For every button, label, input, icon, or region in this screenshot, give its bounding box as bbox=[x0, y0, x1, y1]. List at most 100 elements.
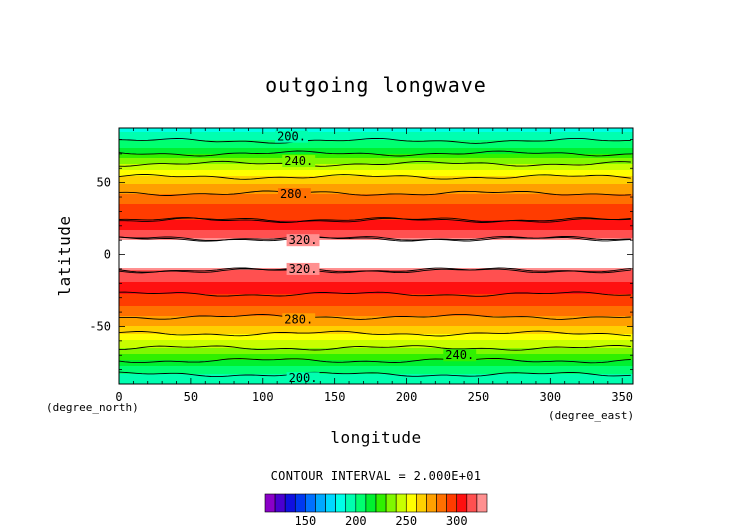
color-band bbox=[119, 294, 633, 297]
contour-line bbox=[118, 150, 631, 157]
color-band bbox=[119, 142, 633, 145]
color-band bbox=[119, 128, 633, 131]
color-band bbox=[119, 374, 633, 377]
contour-line bbox=[118, 137, 631, 144]
color-band bbox=[119, 134, 633, 137]
color-band bbox=[119, 352, 633, 355]
color-band bbox=[119, 220, 633, 223]
contour-line bbox=[118, 357, 631, 364]
color-band bbox=[119, 290, 633, 293]
colorbar-tick-label: 300 bbox=[446, 514, 468, 528]
contour-interval: CONTOUR INTERVAL = 2.000E+01 bbox=[271, 469, 482, 483]
color-band bbox=[119, 308, 633, 311]
color-band bbox=[119, 226, 633, 229]
color-band bbox=[119, 158, 633, 161]
color-band bbox=[119, 300, 633, 303]
color-band bbox=[119, 276, 633, 279]
contour-label-background bbox=[286, 234, 320, 247]
y-axis-ticks: 50 0 -50 bbox=[89, 139, 633, 385]
color-band bbox=[119, 262, 633, 265]
contour-line bbox=[118, 217, 631, 223]
contour-line bbox=[118, 371, 631, 378]
color-band bbox=[119, 182, 633, 185]
colorbar-swatch bbox=[345, 493, 357, 513]
color-band bbox=[119, 274, 633, 277]
colorbar-swatch bbox=[274, 493, 286, 513]
color-band bbox=[119, 256, 633, 259]
colorbar-swatch bbox=[294, 493, 306, 513]
x-tick-label: 200 bbox=[396, 390, 418, 404]
contour-line bbox=[118, 190, 631, 196]
color-band bbox=[119, 344, 633, 347]
colorbar-swatch bbox=[284, 493, 296, 513]
color-band bbox=[119, 248, 633, 251]
color-band bbox=[119, 190, 633, 193]
color-band bbox=[119, 228, 633, 231]
x-tick-label: 300 bbox=[539, 390, 561, 404]
color-band bbox=[119, 366, 633, 369]
colorbar-swatch bbox=[416, 493, 427, 513]
colorbar-swatch bbox=[456, 493, 468, 513]
color-band bbox=[119, 254, 633, 257]
colorbar bbox=[264, 493, 488, 513]
contour-label: 240. bbox=[284, 154, 313, 168]
color-band bbox=[119, 268, 633, 271]
color-band bbox=[119, 154, 633, 157]
color-band bbox=[119, 368, 633, 371]
plot-area: 200. 240. 280. 320. 320. 280. 240. 200. 0 50 100 1… bbox=[89, 127, 634, 404]
color-band bbox=[119, 380, 633, 383]
contour-label: 200. bbox=[277, 130, 306, 144]
contour-line bbox=[118, 235, 631, 242]
color-band bbox=[119, 214, 633, 217]
x-tick-label: 50 bbox=[184, 390, 198, 404]
color-band bbox=[119, 166, 633, 169]
color-band bbox=[119, 336, 633, 339]
color-band bbox=[119, 222, 633, 225]
color-band bbox=[119, 370, 633, 373]
colorbar-swatch bbox=[305, 493, 316, 513]
color-band bbox=[119, 272, 633, 275]
contour-label-background bbox=[275, 130, 308, 143]
y-tick-label: -50 bbox=[89, 319, 111, 333]
color-band bbox=[119, 252, 633, 255]
colorbar-swatch bbox=[436, 493, 447, 513]
color-band bbox=[119, 136, 633, 139]
x-axis-ticks: 0 50 100 150 200 250 300 350 bbox=[115, 128, 633, 404]
color-band bbox=[119, 176, 633, 179]
color-band bbox=[119, 362, 633, 365]
color-band bbox=[119, 284, 633, 287]
color-band bbox=[119, 326, 633, 329]
contour-line bbox=[118, 174, 631, 180]
color-band bbox=[119, 310, 633, 313]
color-band bbox=[119, 196, 633, 199]
color-band bbox=[119, 144, 633, 147]
color-band bbox=[119, 354, 633, 357]
colorbar-tick-label: 250 bbox=[395, 514, 417, 528]
colorbar-swatch bbox=[325, 493, 336, 513]
color-band bbox=[119, 312, 633, 315]
color-band bbox=[119, 334, 633, 337]
color-band bbox=[119, 152, 633, 155]
color-band bbox=[119, 172, 633, 175]
colorbar-swatch bbox=[466, 493, 478, 513]
color-band bbox=[119, 330, 633, 333]
color-bands bbox=[119, 128, 633, 385]
x-tick-label: 350 bbox=[611, 390, 633, 404]
contour-label: 280. bbox=[284, 312, 313, 326]
x-tick-label: 150 bbox=[324, 390, 346, 404]
colorbar-swatch bbox=[476, 493, 488, 513]
contour-label-background bbox=[277, 188, 311, 201]
colorbar-swatch bbox=[446, 493, 458, 513]
color-band bbox=[119, 170, 633, 173]
color-band bbox=[119, 200, 633, 203]
color-band bbox=[119, 356, 633, 359]
color-band bbox=[119, 206, 633, 209]
color-band bbox=[119, 382, 633, 385]
color-band bbox=[119, 258, 633, 261]
color-band bbox=[119, 164, 633, 167]
color-band bbox=[119, 180, 633, 183]
color-band bbox=[119, 296, 633, 299]
color-band bbox=[119, 178, 633, 181]
color-band bbox=[119, 138, 633, 141]
